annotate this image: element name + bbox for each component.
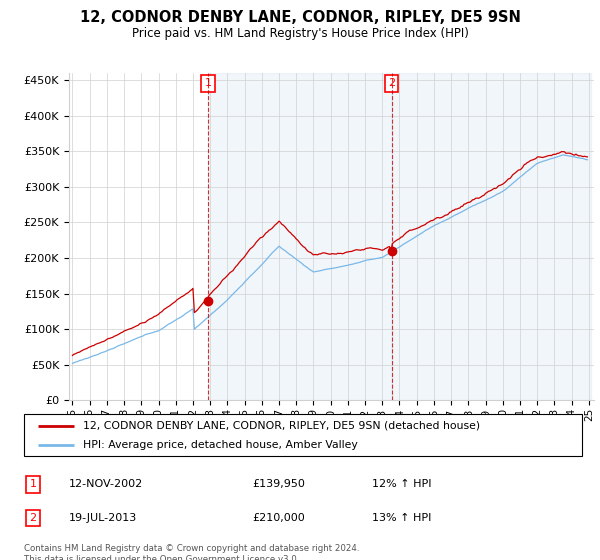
Bar [392,73,590,400]
Text: £210,000: £210,000 [252,513,305,523]
Text: £139,950: £139,950 [252,479,305,489]
Text: 1: 1 [29,479,37,489]
Text: 2: 2 [29,513,37,523]
Text: 19-JUL-2013: 19-JUL-2013 [69,513,137,523]
Text: Contains HM Land Registry data © Crown copyright and database right 2024.
This d: Contains HM Land Registry data © Crown c… [24,544,359,560]
Text: 12-NOV-2002: 12-NOV-2002 [69,479,143,489]
Text: HPI: Average price, detached house, Amber Valley: HPI: Average price, detached house, Ambe… [83,440,358,450]
Text: 13% ↑ HPI: 13% ↑ HPI [372,513,431,523]
Text: 12, CODNOR DENBY LANE, CODNOR, RIPLEY, DE5 9SN (detached house): 12, CODNOR DENBY LANE, CODNOR, RIPLEY, D… [83,421,480,431]
Text: 2: 2 [388,78,395,88]
Text: 12% ↑ HPI: 12% ↑ HPI [372,479,431,489]
Text: 12, CODNOR DENBY LANE, CODNOR, RIPLEY, DE5 9SN: 12, CODNOR DENBY LANE, CODNOR, RIPLEY, D… [80,10,520,25]
Text: Price paid vs. HM Land Registry's House Price Index (HPI): Price paid vs. HM Land Registry's House … [131,27,469,40]
Text: 1: 1 [205,78,211,88]
Bar [208,73,392,400]
